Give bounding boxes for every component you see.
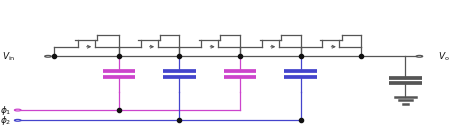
Text: $\phi_2$: $\phi_2$ bbox=[0, 114, 11, 127]
Text: $V_{\rm in}$: $V_{\rm in}$ bbox=[2, 50, 16, 63]
Text: $V_{\rm o}$: $V_{\rm o}$ bbox=[438, 50, 450, 63]
Text: $\phi_1$: $\phi_1$ bbox=[0, 104, 12, 117]
